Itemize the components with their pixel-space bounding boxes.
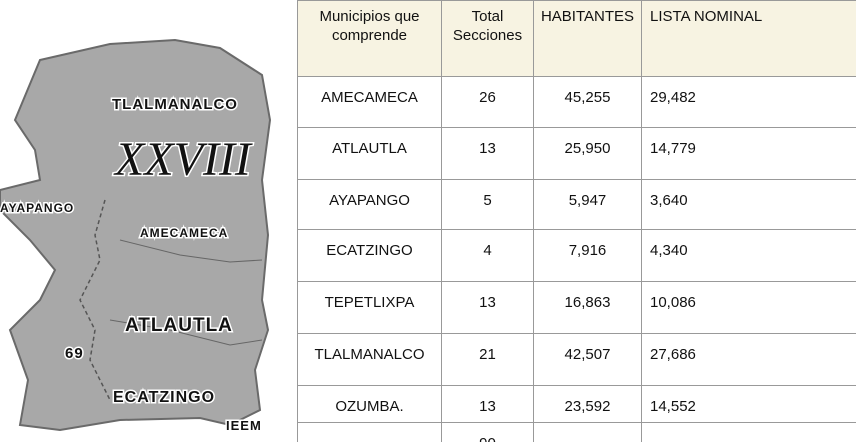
table-cell: 5: [441, 179, 534, 230]
border: [119, 239, 263, 263]
table-cell: 26: [441, 76, 534, 128]
table-cell: 21: [441, 333, 534, 386]
table-cell: AMECAMECA: [297, 76, 442, 128]
table-cell: OZUMBA.: [297, 385, 442, 423]
table-cell: [297, 422, 442, 442]
map-label: ECATZINGO: [113, 389, 215, 406]
header-cell: HABITANTES: [533, 0, 642, 77]
map-label: ATLAUTLA: [125, 315, 233, 336]
table-cell: 4: [441, 229, 534, 282]
table-cell: 16,863: [533, 281, 642, 334]
map-label: AYAPANGO: [0, 201, 74, 215]
map-label: TLALMANALCO: [112, 96, 238, 113]
table-cell: AYAPANGO: [297, 179, 442, 230]
table-row: OZUMBA. 13 23,592 14,552: [297, 385, 856, 423]
table-cell: [641, 422, 856, 442]
table-cell: 25,950: [533, 127, 642, 180]
table-row: TLALMANALCO 21 42,507 27,686: [297, 333, 856, 386]
table-row: AMECAMECA 26 45,255 29,482: [297, 76, 856, 128]
header-row: Municipios que comprende Total Secciones H…: [297, 0, 856, 77]
table-row: AYAPANGO 5 5,947 3,640: [297, 179, 856, 230]
table-cell: 27,686: [641, 333, 856, 386]
map-shape: [0, 38, 272, 432]
table-row: TEPETLIXPA 13 16,863 10,086: [297, 281, 856, 334]
table-cell: 42,507: [533, 333, 642, 386]
header-cell: Total Secciones: [441, 0, 534, 77]
border: [109, 319, 263, 346]
table-cell: 13: [441, 385, 534, 423]
table-cell: 14,552: [641, 385, 856, 423]
table-cell: 90: [441, 422, 534, 442]
table-cell: TLALMANALCO: [297, 333, 442, 386]
table-row: ECATZINGO 4 7,916 4,340: [297, 229, 856, 282]
table-cell: 23,592: [533, 385, 642, 423]
map-label: 69: [65, 345, 84, 362]
map-label: XXVIII: [113, 133, 253, 186]
table-cell: 5,947: [533, 179, 642, 230]
table-cell: 14,779: [641, 127, 856, 180]
table-cell: 7,916: [533, 229, 642, 282]
header-cell: LISTA NOMINAL: [641, 0, 856, 77]
header-cell: Municipios que comprende: [297, 0, 442, 77]
district-map: TLALMANALCO XXVIII AYAPANGO AMECAMECA AT…: [0, 38, 272, 435]
table-cell: 13: [441, 127, 534, 180]
map-label: IEEM: [226, 418, 262, 433]
table-cell: [533, 422, 642, 442]
table-cell: ECATZINGO: [297, 229, 442, 282]
border: [79, 199, 111, 401]
total-row: 90: [297, 422, 856, 442]
table-cell: 45,255: [533, 76, 642, 128]
data-table: Municipios que comprende Total Secciones H…: [297, 0, 856, 442]
table-cell: 29,482: [641, 76, 856, 128]
table-row: ATLAUTLA 13 25,950 14,779: [297, 127, 856, 180]
table-cell: 10,086: [641, 281, 856, 334]
table-cell: 3,640: [641, 179, 856, 230]
table-cell: 4,340: [641, 229, 856, 282]
table-cell: ATLAUTLA: [297, 127, 442, 180]
map-label: AMECAMECA: [140, 226, 228, 240]
table-cell: 13: [441, 281, 534, 334]
table-cell: TEPETLIXPA: [297, 281, 442, 334]
